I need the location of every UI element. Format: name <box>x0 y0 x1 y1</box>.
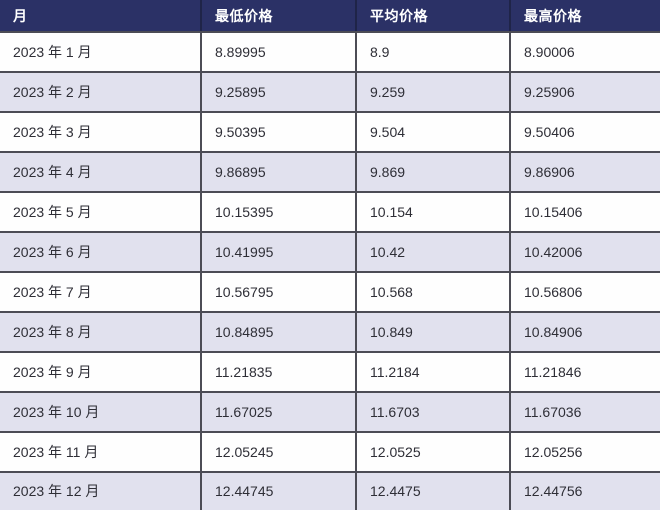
min-price-cell: 10.41995 <box>201 231 357 273</box>
avg-price-cell: 11.6703 <box>356 391 511 433</box>
column-header-month: 月 <box>0 0 202 33</box>
month-cell: 2023 年 11 月 <box>0 431 202 473</box>
table-row: 2023 年 4 月 9.86895 9.869 9.86906 <box>0 151 660 193</box>
table-row: 2023 年 1 月 8.89995 8.9 8.90006 <box>0 32 660 73</box>
min-price-cell: 10.84895 <box>201 311 357 353</box>
avg-price-cell: 9.504 <box>356 111 511 153</box>
month-cell: 2023 年 1 月 <box>0 32 202 73</box>
month-cell: 2023 年 9 月 <box>0 351 202 393</box>
avg-price-cell: 8.9 <box>356 32 511 73</box>
table-header: 月 最低价格 平均价格 最高价格 <box>0 0 660 33</box>
max-price-cell: 12.05256 <box>510 431 660 473</box>
avg-price-cell: 10.568 <box>356 271 511 313</box>
table-body: 2023 年 1 月 8.89995 8.9 8.90006 2023 年 2 月 9.2… <box>0 32 660 510</box>
max-price-cell: 11.67036 <box>510 391 660 433</box>
avg-price-cell: 11.2184 <box>356 351 511 393</box>
month-cell: 2023 年 7 月 <box>0 271 202 313</box>
avg-price-cell: 10.849 <box>356 311 511 353</box>
table-row: 2023 年 11 月 12.05245 12.0525 12.05256 <box>0 431 660 473</box>
avg-price-cell: 9.869 <box>356 151 511 193</box>
avg-price-cell: 12.0525 <box>356 431 511 473</box>
avg-price-cell: 10.154 <box>356 191 511 233</box>
min-price-cell: 10.15395 <box>201 191 357 233</box>
table-row: 2023 年 5 月 10.15395 10.154 10.15406 <box>0 191 660 233</box>
min-price-cell: 8.89995 <box>201 32 357 73</box>
min-price-cell: 11.21835 <box>201 351 357 393</box>
avg-price-cell: 12.4475 <box>356 471 511 510</box>
min-price-cell: 11.67025 <box>201 391 357 433</box>
max-price-cell: 10.84906 <box>510 311 660 353</box>
column-header-max-price: 最高价格 <box>510 0 660 33</box>
min-price-cell: 10.56795 <box>201 271 357 313</box>
header-row: 月 最低价格 平均价格 最高价格 <box>0 0 660 33</box>
table-row: 2023 年 6 月 10.41995 10.42 10.42006 <box>0 231 660 273</box>
max-price-cell: 10.15406 <box>510 191 660 233</box>
column-header-avg-price: 平均价格 <box>356 0 511 33</box>
min-price-cell: 12.44745 <box>201 471 357 510</box>
table-row: 2023 年 8 月 10.84895 10.849 10.84906 <box>0 311 660 353</box>
table-row: 2023 年 9 月 11.21835 11.2184 11.21846 <box>0 351 660 393</box>
month-cell: 2023 年 8 月 <box>0 311 202 353</box>
month-cell: 2023 年 3 月 <box>0 111 202 153</box>
max-price-cell: 10.42006 <box>510 231 660 273</box>
max-price-cell: 11.21846 <box>510 351 660 393</box>
max-price-cell: 10.56806 <box>510 271 660 313</box>
max-price-cell: 9.50406 <box>510 111 660 153</box>
max-price-cell: 9.86906 <box>510 151 660 193</box>
table-row: 2023 年 7 月 10.56795 10.568 10.56806 <box>0 271 660 313</box>
column-header-min-price: 最低价格 <box>201 0 357 33</box>
table-row: 2023 年 3 月 9.50395 9.504 9.50406 <box>0 111 660 153</box>
min-price-cell: 9.50395 <box>201 111 357 153</box>
month-cell: 2023 年 2 月 <box>0 71 202 113</box>
min-price-cell: 9.25895 <box>201 71 357 113</box>
min-price-cell: 12.05245 <box>201 431 357 473</box>
table-row: 2023 年 12 月 12.44745 12.4475 12.44756 <box>0 471 660 510</box>
table-row: 2023 年 2 月 9.25895 9.259 9.25906 <box>0 71 660 113</box>
avg-price-cell: 10.42 <box>356 231 511 273</box>
month-cell: 2023 年 6 月 <box>0 231 202 273</box>
month-cell: 2023 年 10 月 <box>0 391 202 433</box>
avg-price-cell: 9.259 <box>356 71 511 113</box>
month-cell: 2023 年 12 月 <box>0 471 202 510</box>
month-cell: 2023 年 4 月 <box>0 151 202 193</box>
max-price-cell: 9.25906 <box>510 71 660 113</box>
table-row: 2023 年 10 月 11.67025 11.6703 11.67036 <box>0 391 660 433</box>
max-price-cell: 12.44756 <box>510 471 660 510</box>
min-price-cell: 9.86895 <box>201 151 357 193</box>
max-price-cell: 8.90006 <box>510 32 660 73</box>
month-cell: 2023 年 5 月 <box>0 191 202 233</box>
